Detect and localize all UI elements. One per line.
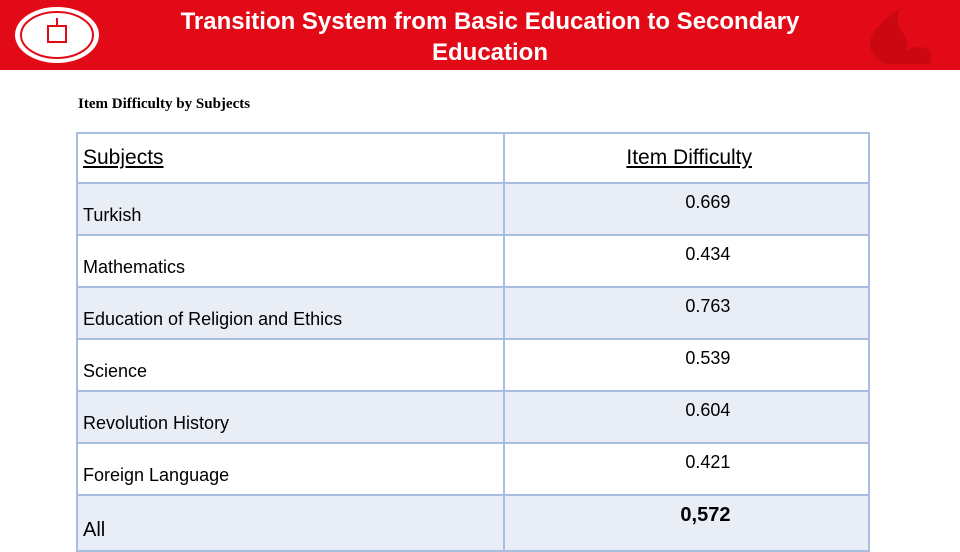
table-row: Foreign Language 0.421 bbox=[75, 442, 870, 496]
table-row: Science 0.539 bbox=[75, 338, 870, 392]
table-cell: Foreign Language bbox=[75, 442, 506, 496]
table-row: Turkish 0.669 bbox=[75, 182, 870, 236]
subtitle: Item Difficulty by Subjects bbox=[78, 96, 251, 112]
table-row: Education of Religion and Ethics 0.763 bbox=[75, 286, 870, 340]
table-row: Mathematics 0.434 bbox=[75, 234, 870, 288]
table-row: All 0,572 bbox=[75, 494, 870, 552]
logo bbox=[15, 7, 99, 63]
table-cell: 0.421 bbox=[503, 442, 870, 496]
table-cell: Science bbox=[75, 338, 506, 392]
table-cell: 0,572 bbox=[503, 494, 870, 552]
table-cell: Turkish bbox=[75, 182, 506, 236]
table-cell: 0.669 bbox=[503, 182, 870, 236]
table-cell: Revolution History bbox=[75, 390, 506, 444]
table-cell: 0.539 bbox=[503, 338, 870, 392]
title: Transition System from Basic Education t… bbox=[180, 8, 800, 66]
table-cell: 0.604 bbox=[503, 390, 870, 444]
header-row: Subjects Item Difficulty bbox=[75, 132, 870, 184]
table-row: Revolution History 0.604 bbox=[75, 390, 870, 444]
table: Subjects Item Difficulty Turkish 0.669 Mathe… bbox=[75, 132, 870, 552]
table-cell: Mathematics bbox=[75, 234, 506, 288]
flame-icon bbox=[869, 8, 932, 64]
column-header: Item Difficulty bbox=[503, 132, 870, 184]
column-header: Subjects bbox=[75, 132, 506, 184]
table-cell: 0.434 bbox=[503, 234, 870, 288]
table-cell: Education of Religion and Ethics bbox=[75, 286, 506, 340]
table-cell: All bbox=[75, 494, 506, 552]
table-cell: 0.763 bbox=[503, 286, 870, 340]
header-bar bbox=[0, 0, 960, 70]
